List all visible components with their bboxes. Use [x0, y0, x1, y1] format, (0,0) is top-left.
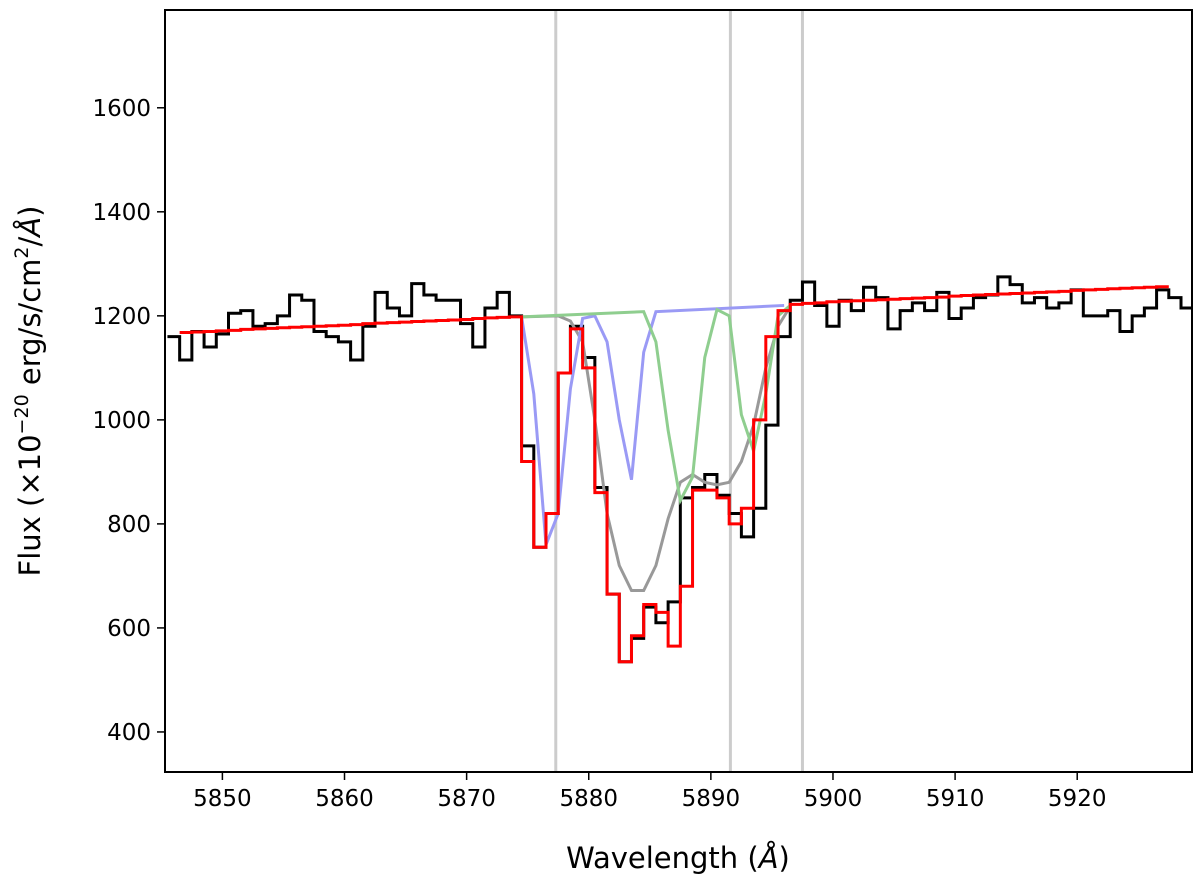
- y-tick-label: 800: [107, 512, 151, 538]
- x-tick-label: 5870: [437, 786, 496, 812]
- plot-area: [167, 10, 1192, 772]
- y-tick-label: 1000: [92, 408, 151, 434]
- y-tick-label: 1200: [92, 304, 151, 330]
- y-tick-label: 600: [107, 616, 151, 642]
- x-tick-label: 5910: [926, 786, 985, 812]
- x-tick-label: 5900: [804, 786, 863, 812]
- x-tick-label: 5920: [1048, 786, 1107, 812]
- y-tick-label: 1400: [92, 200, 151, 226]
- series-line: [179, 285, 1169, 664]
- y-axis-label: Flux (×10−20 erg/s/cm2/Å): [11, 206, 47, 577]
- x-tick-label: 5860: [315, 786, 374, 812]
- y-tick-label: 400: [107, 720, 151, 746]
- x-axis-label: Wavelength (Å): [566, 841, 790, 875]
- x-tick-label: 5850: [193, 786, 252, 812]
- series-line: [167, 275, 1192, 664]
- x-tick-label: 5880: [559, 786, 618, 812]
- axes: 5850 5860 5870 5880 5890 5900 5910 5920 400 600 80…: [92, 96, 1106, 812]
- y-tick-label: 1600: [92, 96, 151, 122]
- series-line: [521, 304, 792, 506]
- axes-frame: [164, 9, 1193, 773]
- x-tick-label: 5890: [682, 786, 741, 812]
